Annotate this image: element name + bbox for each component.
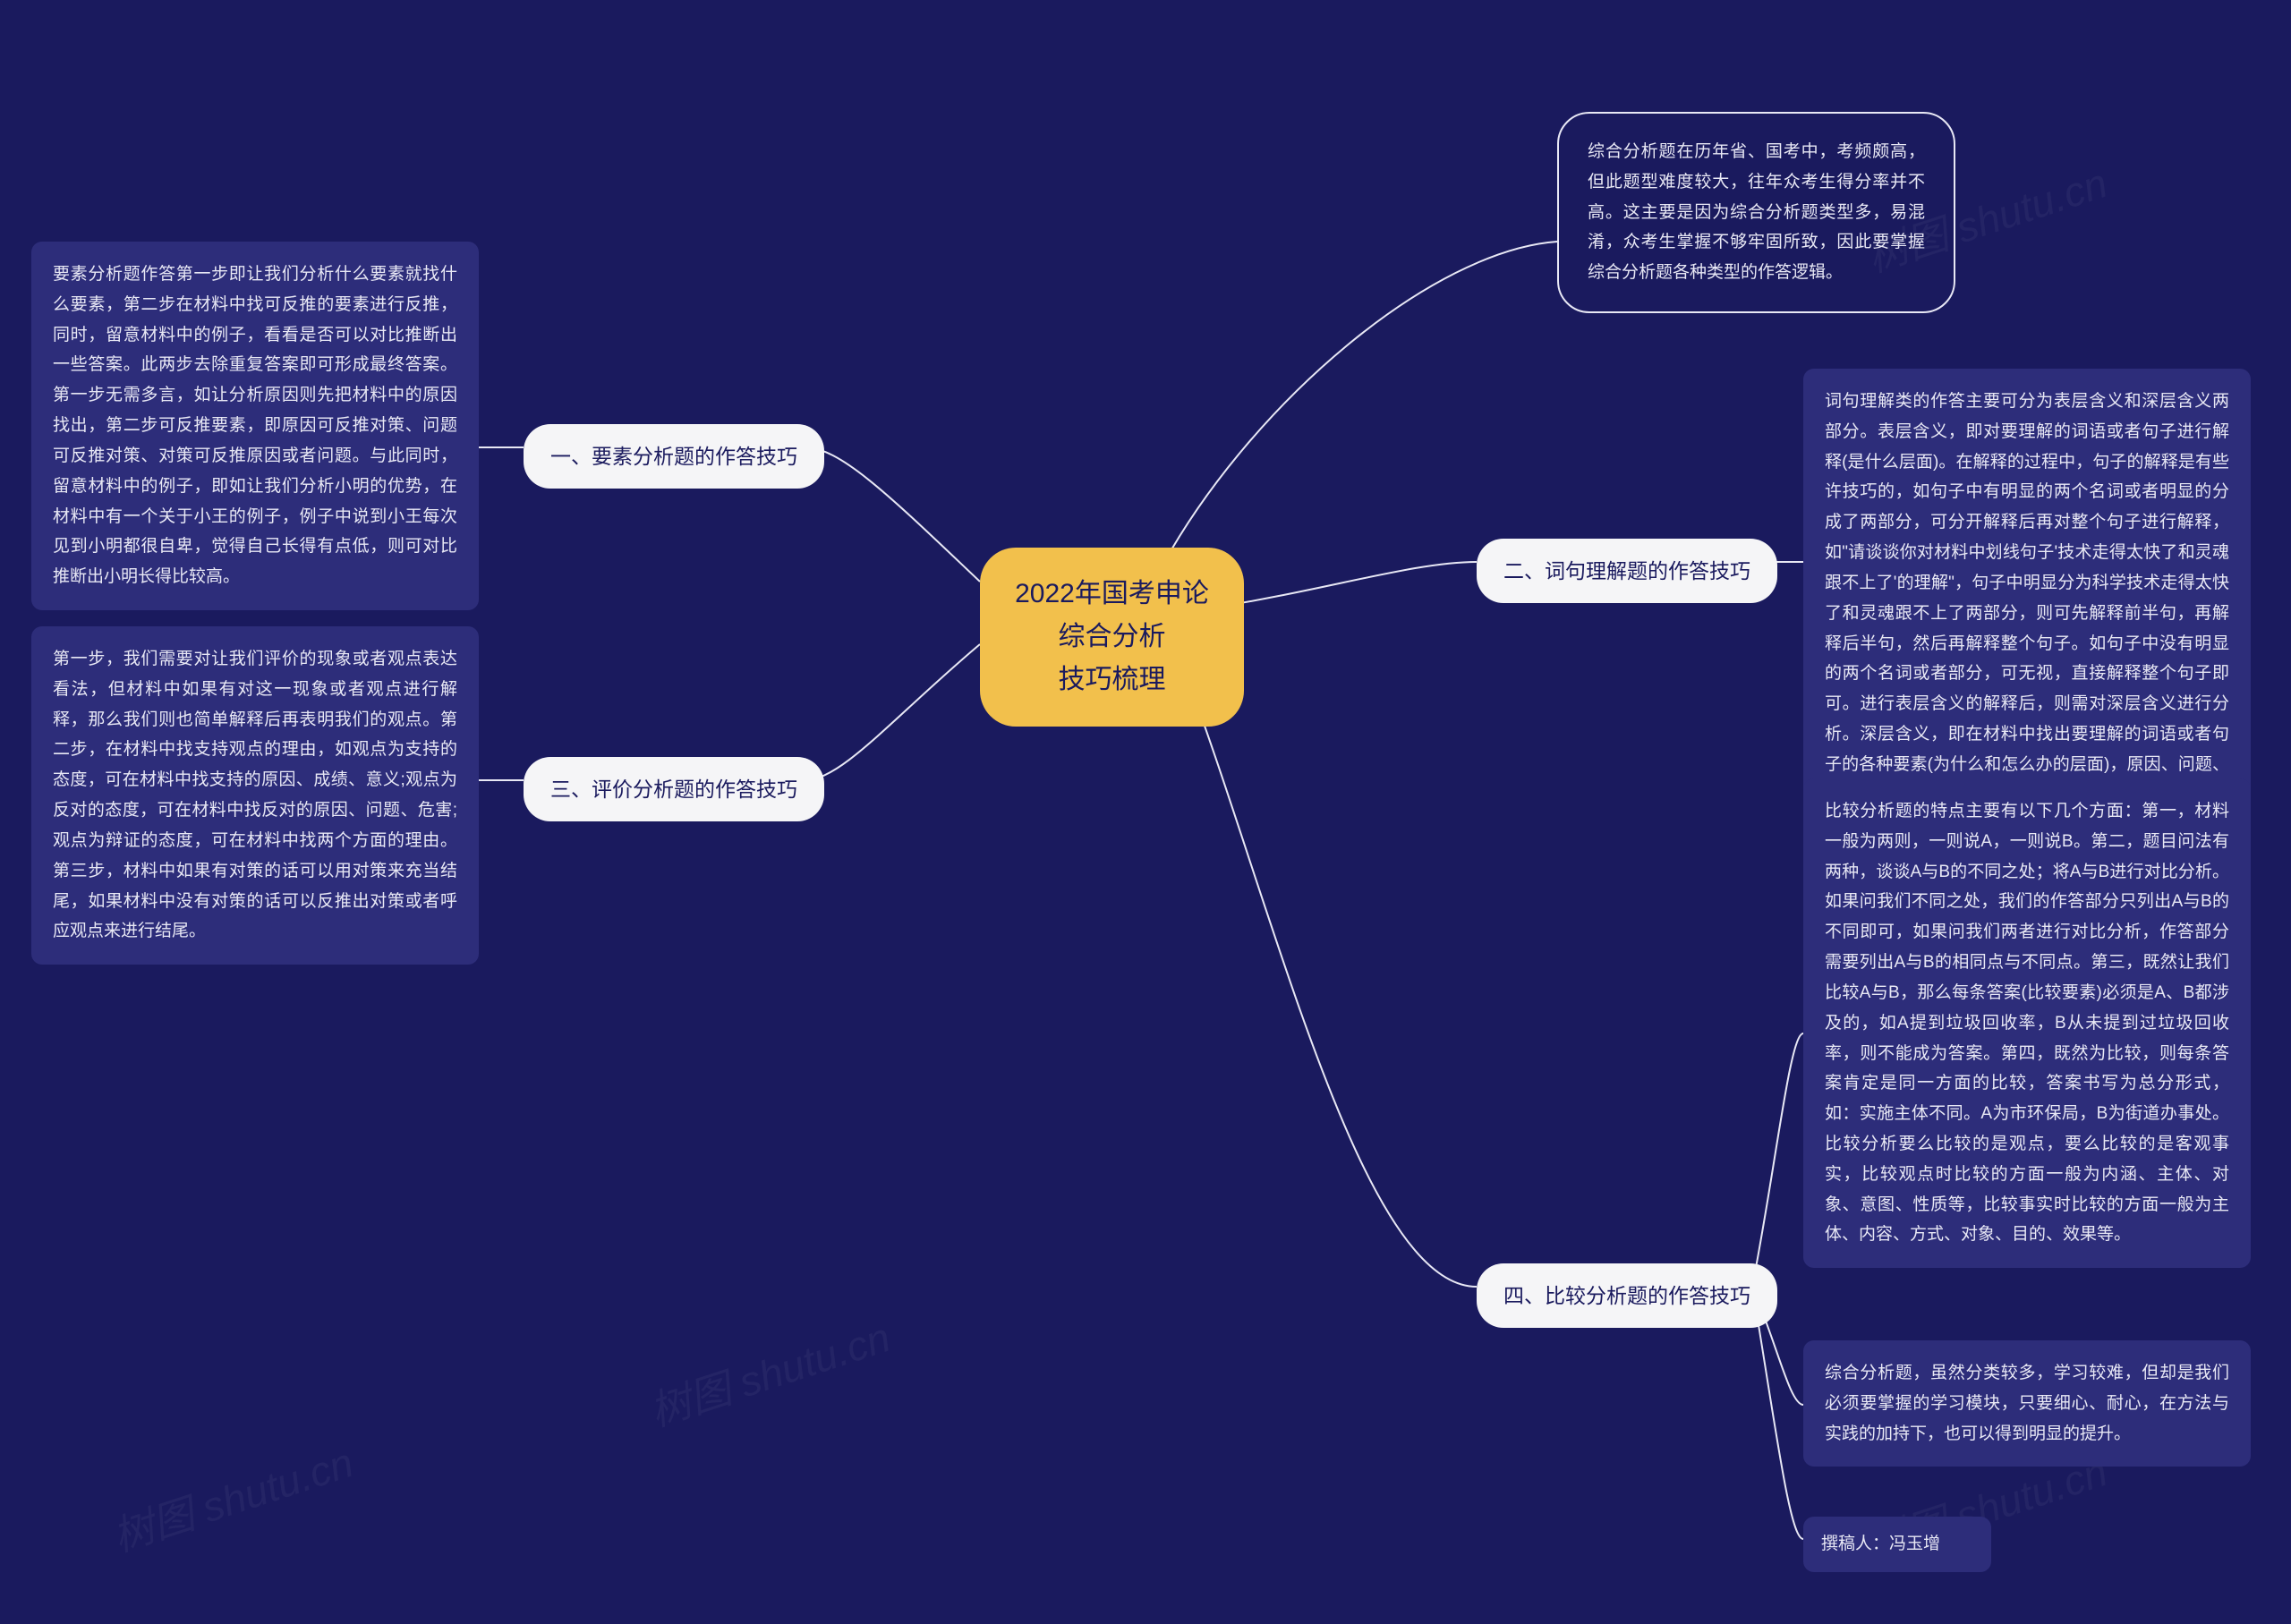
branch-4[interactable]: 四、比较分析题的作答技巧 [1477, 1263, 1777, 1328]
watermark: 树图 shutu.cn [642, 1305, 897, 1439]
center-node[interactable]: 2022年国考申论综合分析 技巧梳理 [980, 548, 1244, 727]
leaf-4-summary-text: 综合分析题，虽然分类较多，学习较难，但却是我们必须要掌握的学习模块，只要细心、耐… [1825, 1364, 2229, 1443]
leaf-4-author: 撰稿人：冯玉增 [1803, 1517, 1991, 1572]
center-title-line1: 2022年国考申论综合分析 [1015, 579, 1209, 651]
leaf-3: 第一步，我们需要对让我们评价的现象或者观点表达看法，但材料中如果有对这一现象或者… [31, 626, 479, 965]
leaf-4: 比较分析题的特点主要有以下几个方面：第一，材料一般为两则，一则说A，一则说B。第… [1803, 778, 2251, 1268]
intro-text: 综合分析题在历年省、国考中，考频颇高，但此题型难度较大，往年众考生得分率并不高。… [1588, 142, 1925, 282]
branch-3-label: 三、评价分析题的作答技巧 [550, 778, 797, 801]
branch-1[interactable]: 一、要素分析题的作答技巧 [524, 424, 824, 489]
branch-2-label: 二、词句理解题的作答技巧 [1503, 559, 1750, 582]
leaf-1: 要素分析题作答第一步即让我们分析什么要素就找什么要素，第二步在材料中找可反推的要… [31, 242, 479, 610]
center-title-line2: 技巧梳理 [1059, 665, 1166, 694]
branch-4-label: 四、比较分析题的作答技巧 [1503, 1284, 1750, 1307]
leaf-3-text: 第一步，我们需要对让我们评价的现象或者观点表达看法，但材料中如果有对这一现象或者… [53, 650, 457, 940]
branch-1-label: 一、要素分析题的作答技巧 [550, 445, 797, 468]
leaf-4-text: 比较分析题的特点主要有以下几个方面：第一，材料一般为两则，一则说A，一则说B。第… [1825, 802, 2229, 1244]
leaf-1-text: 要素分析题作答第一步即让我们分析什么要素就找什么要素，第二步在材料中找可反推的要… [53, 265, 457, 586]
leaf-4-author-text: 撰稿人：冯玉增 [1821, 1535, 1940, 1553]
leaf-2-text: 词句理解类的作答主要可分为表层含义和深层含义两部分。表层含义，即对要理解的词语或… [1825, 392, 2229, 834]
watermark: 树图 shutu.cn [105, 1431, 360, 1564]
branch-3[interactable]: 三、评价分析题的作答技巧 [524, 757, 824, 821]
intro-node: 综合分析题在历年省、国考中，考频颇高，但此题型难度较大，往年众考生得分率并不高。… [1557, 112, 1955, 313]
leaf-4-summary: 综合分析题，虽然分类较多，学习较难，但却是我们必须要掌握的学习模块，只要细心、耐… [1803, 1340, 2251, 1467]
branch-2[interactable]: 二、词句理解题的作答技巧 [1477, 539, 1777, 603]
